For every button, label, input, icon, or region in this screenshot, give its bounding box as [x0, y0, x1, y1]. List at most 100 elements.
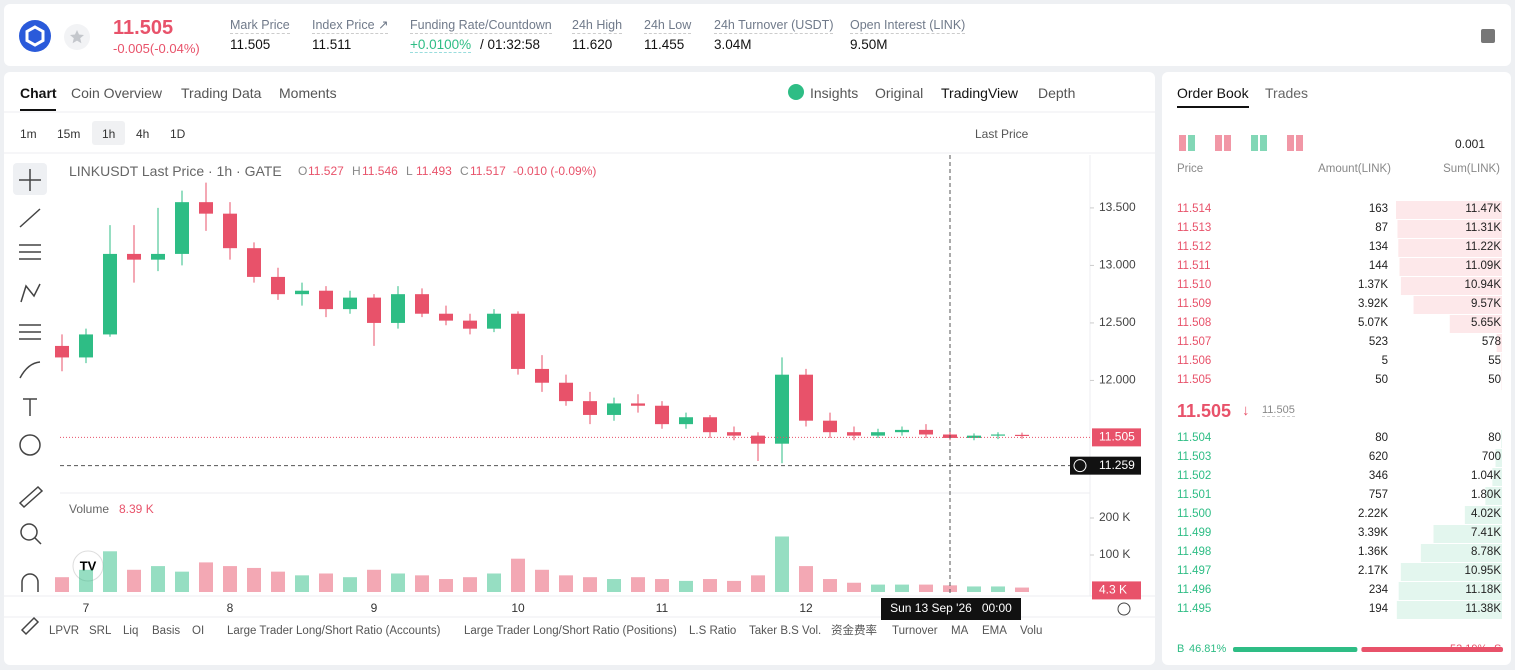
- candle-body: [679, 417, 693, 425]
- depth-bar: [1396, 601, 1502, 619]
- interval[interactable]: 4h: [136, 127, 150, 141]
- chart-tab[interactable]: Coin Overview: [71, 85, 163, 101]
- indicator[interactable]: Liq: [123, 625, 139, 637]
- indicator[interactable]: Large Trader Long/Short Ratio (Accounts): [227, 625, 441, 637]
- interval[interactable]: 1D: [170, 127, 186, 141]
- interval[interactable]: 1m: [20, 127, 37, 141]
- candle-body: [871, 432, 885, 436]
- notes-icon[interactable]: [1481, 29, 1495, 43]
- tv-logo-mark: TV: [80, 558, 97, 573]
- settings-icon[interactable]: [1117, 602, 1131, 616]
- volume-bar: [103, 551, 117, 592]
- stat-value: 3.04M: [714, 37, 752, 52]
- candle-body: [535, 368, 549, 383]
- volume-bar: [799, 566, 813, 592]
- candle-body: [295, 290, 309, 295]
- price-type[interactable]: Last Price: [975, 127, 1029, 141]
- ob-amount: 163: [1368, 203, 1388, 215]
- chart-tab[interactable]: Chart: [20, 85, 57, 101]
- layout-icon: [1287, 135, 1294, 151]
- indicator[interactable]: LPVR: [49, 625, 80, 637]
- ob-amount: 2.22K: [1357, 508, 1388, 520]
- star-icon: [69, 30, 84, 44]
- ob-tab[interactable]: Trades: [1265, 85, 1309, 101]
- candle-body: [919, 429, 933, 435]
- volume-bar: [991, 586, 1005, 592]
- ob-price: 11.509: [1177, 298, 1212, 310]
- ob-tab[interactable]: Order Book: [1177, 86, 1249, 108]
- precision[interactable]: 0.001: [1455, 137, 1486, 151]
- ob-sum: 4.02K: [1470, 508, 1501, 520]
- candle-body: [967, 435, 981, 438]
- indicator[interactable]: Taker B.S Vol.: [749, 625, 822, 637]
- chart-tab[interactable]: Moments: [279, 85, 337, 101]
- volume-bar: [127, 569, 141, 592]
- indicator[interactable]: SRL: [89, 625, 112, 637]
- indicator[interactable]: Volu: [1020, 625, 1043, 637]
- volume-bar: [655, 579, 669, 592]
- indicator[interactable]: MA: [951, 625, 969, 637]
- volume-bar: [583, 577, 597, 592]
- interval[interactable]: 1h: [102, 127, 116, 141]
- stat-label: Mark Price: [230, 18, 290, 34]
- ob-price: 11.505: [1177, 374, 1212, 386]
- view-tab[interactable]: Original: [875, 85, 924, 101]
- stat-value: +0.0100%: [410, 37, 472, 53]
- view-tab[interactable]: TradingView: [941, 85, 1019, 101]
- candle-body: [55, 345, 69, 358]
- depth-bar: [1496, 334, 1502, 352]
- indicator[interactable]: Large Trader Long/Short Ratio (Positions…: [464, 625, 677, 637]
- view-tab[interactable]: Depth: [1038, 85, 1076, 101]
- ob-sum: 10.95K: [1464, 565, 1501, 577]
- chart-tab[interactable]: Trading Data: [181, 85, 262, 101]
- indicator[interactable]: 资金费率: [831, 625, 877, 637]
- depth-bar: [1495, 449, 1502, 467]
- candle-body: [223, 213, 237, 249]
- volume-bar: [751, 575, 765, 592]
- interval[interactable]: 15m: [57, 127, 81, 141]
- ob-amount: 5.07K: [1357, 317, 1388, 329]
- volume-bar: [79, 569, 93, 592]
- depth-bar: [1449, 315, 1502, 333]
- y-tick-label: 12.000: [1099, 373, 1136, 387]
- candle-body: [415, 294, 429, 314]
- ob-price: 11.513: [1177, 222, 1212, 234]
- candle-body: [151, 253, 165, 260]
- ob-amount: 346: [1368, 470, 1388, 482]
- indicator[interactable]: OI: [192, 625, 205, 637]
- interval-active: [92, 121, 125, 145]
- volume-bar: [319, 573, 333, 592]
- ob-price: 11.495: [1177, 603, 1212, 615]
- candle-body: [127, 253, 141, 260]
- candle-body: [247, 248, 261, 277]
- volume-bar: [439, 579, 453, 592]
- indicator[interactable]: Turnover: [892, 625, 938, 637]
- ob-price: 11.498: [1177, 546, 1212, 558]
- volume-bar: [199, 562, 213, 592]
- candle-body: [607, 403, 621, 415]
- drawing-tools: [18, 169, 44, 636]
- ob-sum: 11.22K: [1465, 241, 1501, 253]
- ob-amount: 1.36K: [1357, 546, 1388, 558]
- depth-bar: [1398, 239, 1502, 257]
- ob-sum: 55: [1488, 355, 1501, 367]
- stat-value: 11.620: [572, 37, 613, 52]
- ob-sum: 11.38K: [1465, 603, 1501, 615]
- ob-amount: 80: [1375, 432, 1388, 444]
- ohlc-value: 11.493: [416, 164, 452, 178]
- volume-tick-label: 200 K: [1099, 510, 1130, 524]
- view-tab[interactable]: Insights: [810, 85, 859, 101]
- volume-bar: [487, 573, 501, 592]
- indicator[interactable]: EMA: [982, 625, 1007, 637]
- volume-bar: [967, 586, 981, 592]
- indicator[interactable]: Basis: [152, 625, 181, 637]
- volume-bar: [271, 571, 285, 592]
- depth-bar: [1501, 353, 1502, 371]
- indicator[interactable]: L.S Ratio: [689, 625, 737, 637]
- ob-sum: 700: [1481, 451, 1501, 463]
- ob-price: 11.511: [1177, 260, 1211, 272]
- candle-body: [583, 401, 597, 415]
- volume-bar: [703, 579, 717, 592]
- ob-sum: 11.09K: [1465, 260, 1501, 272]
